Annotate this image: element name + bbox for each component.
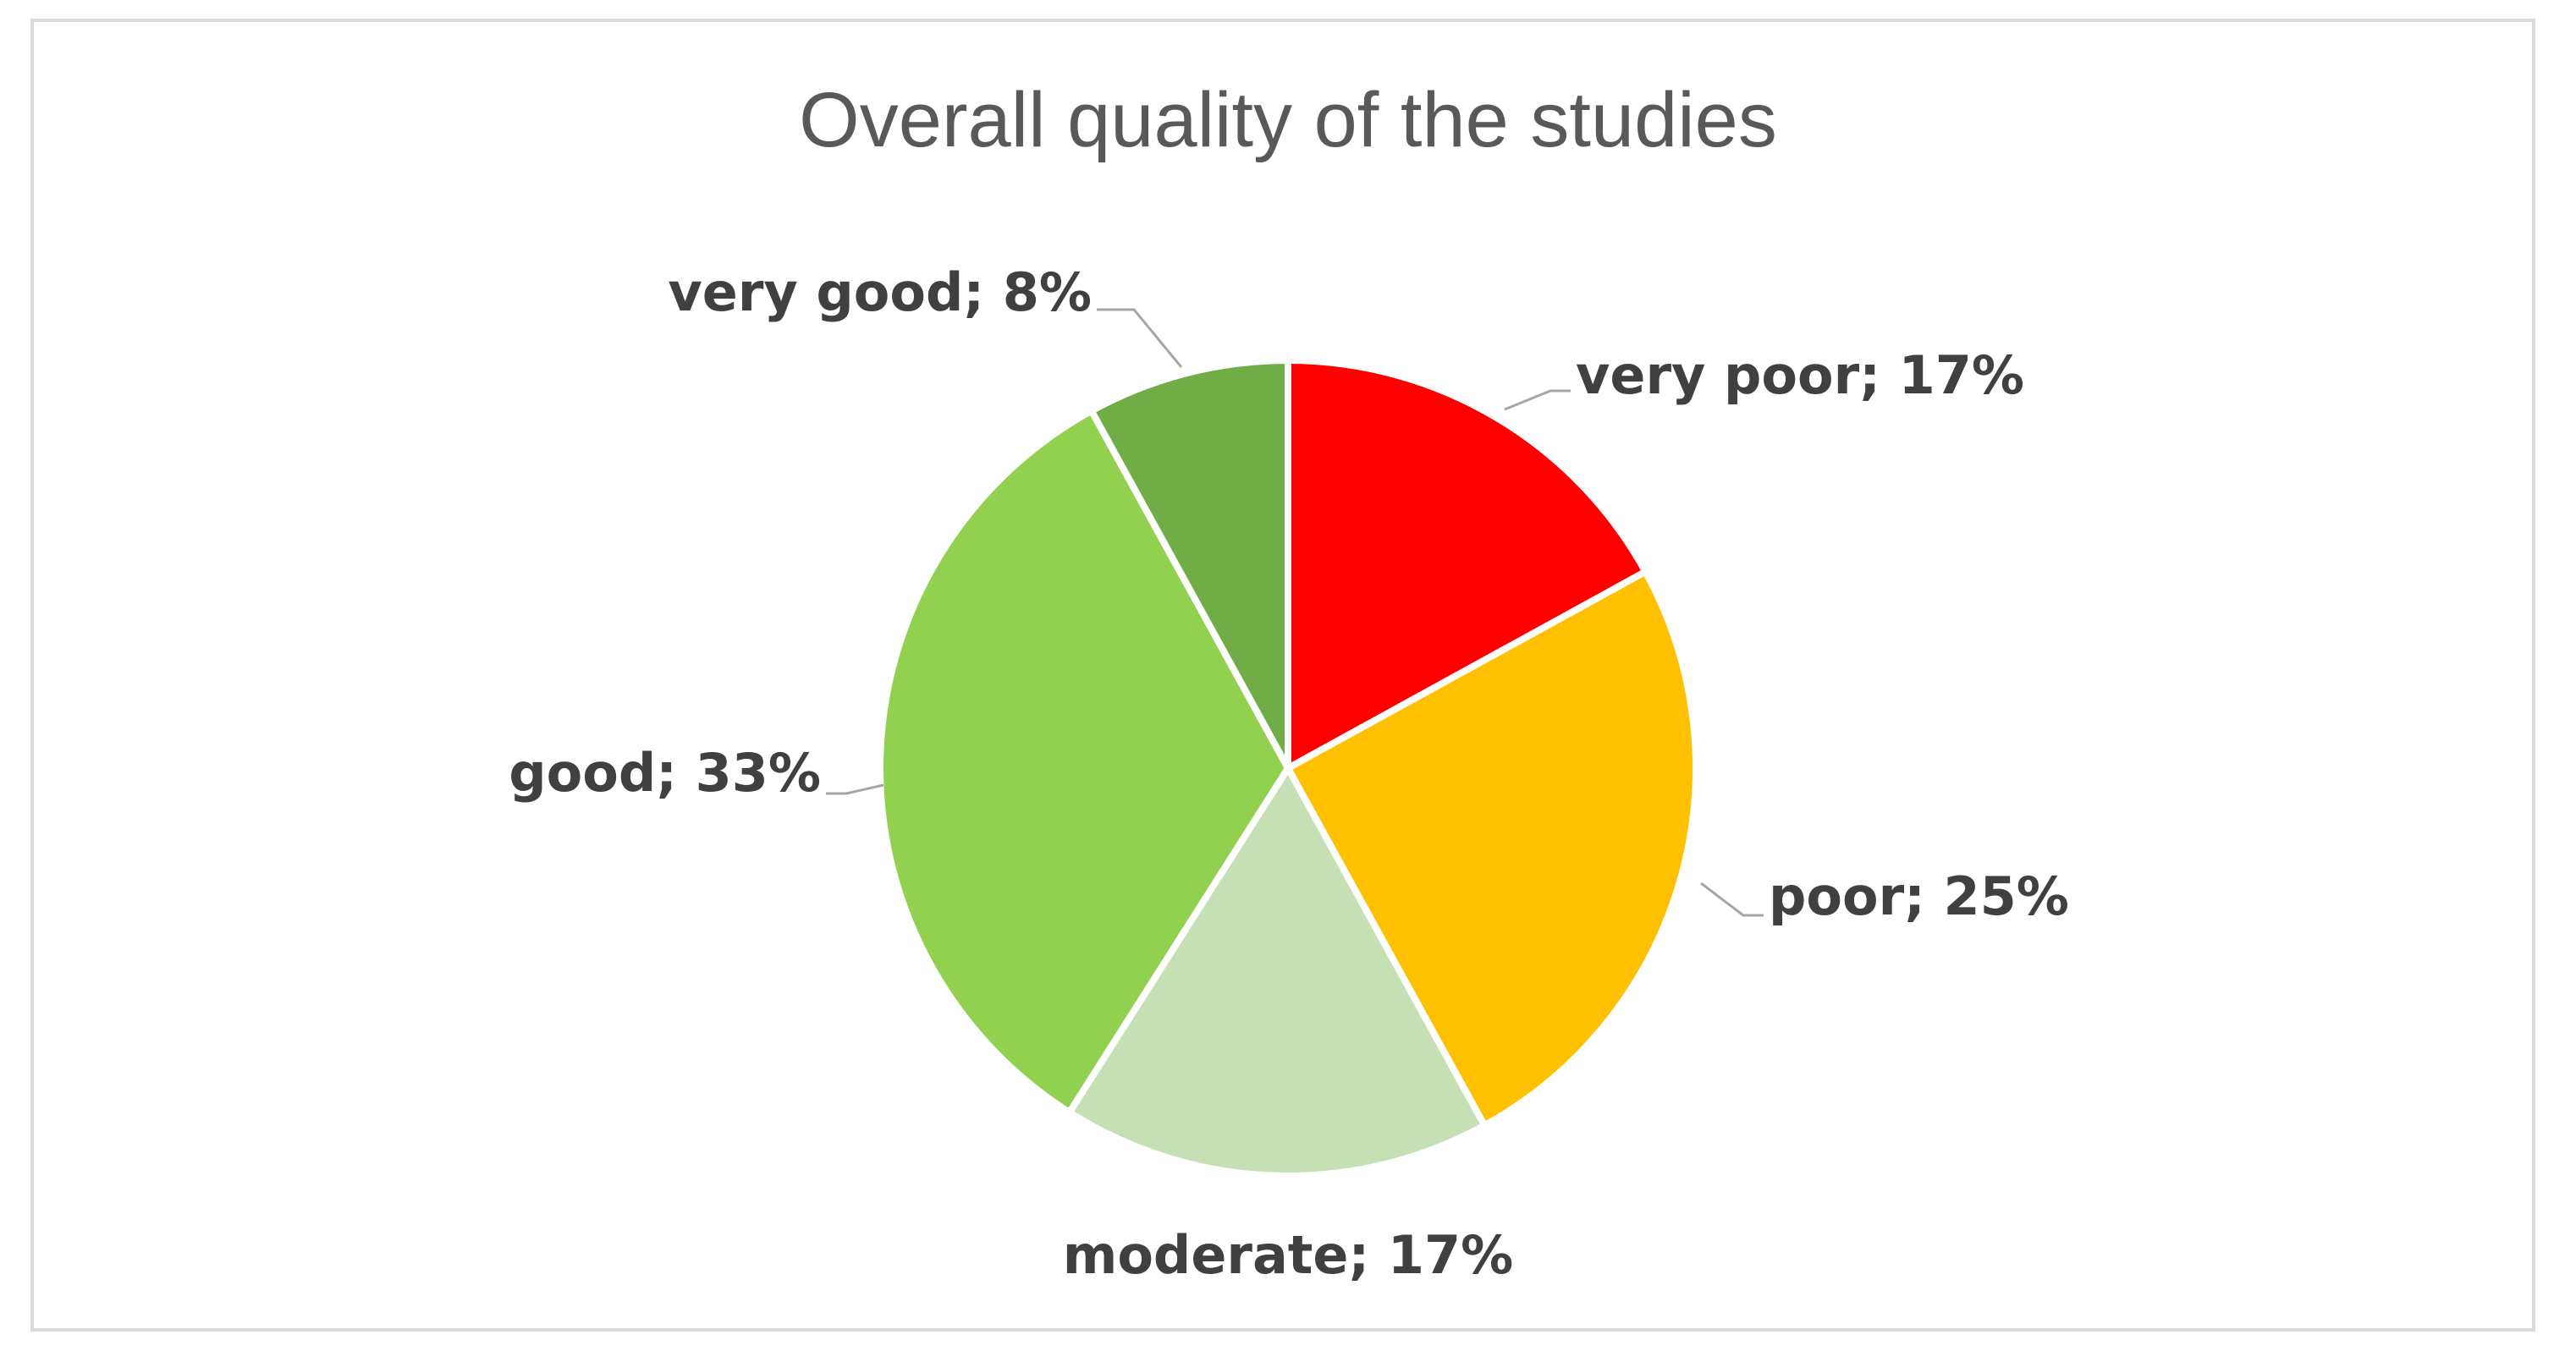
pie-slice-moderate (1065, 765, 1489, 1179)
data-label-poor: poor; 25% (1769, 865, 2069, 927)
data-label-very-poor: very poor; 17% (1576, 344, 2024, 406)
data-label-good: good; 33% (509, 742, 821, 804)
leader-line-very-good (1097, 308, 1183, 368)
leader-line-very-poor (1504, 389, 1571, 411)
data-label-moderate: moderate; 17% (1063, 1224, 1514, 1286)
data-label-very-good: very good; 8% (668, 261, 1092, 323)
pie-slice-very-poor (1285, 357, 1649, 772)
leader-lines (826, 308, 1764, 917)
pie-slice-very-good (1087, 357, 1291, 772)
pie-slice-poor (1285, 568, 1699, 1129)
pie-slices (877, 357, 1699, 1179)
chart-title: Overall quality of the studies (799, 77, 1777, 163)
leader-line-good (826, 783, 884, 795)
data-labels: very poor; 17% poor; 25% moderate; 17% good… (509, 261, 2069, 1286)
leader-line-poor (1700, 881, 1764, 917)
